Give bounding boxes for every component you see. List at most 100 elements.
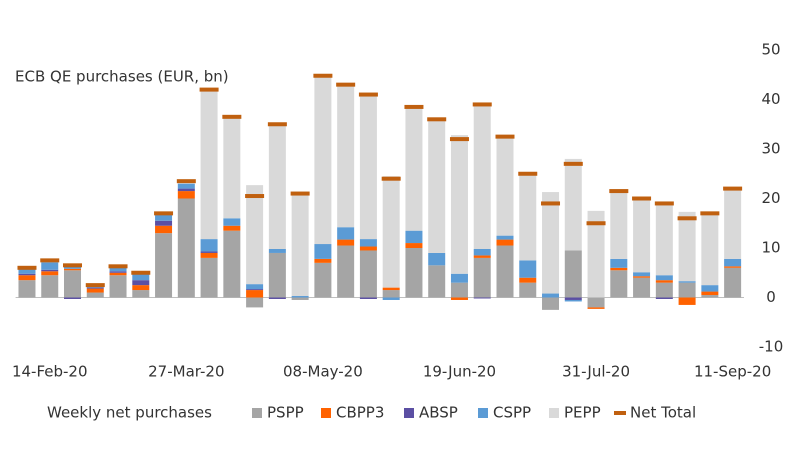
- bar-segment: [314, 75, 332, 245]
- bar-segment: [291, 297, 309, 300]
- bar-segment: [177, 198, 195, 298]
- bar-segment: [132, 285, 150, 291]
- net-total-marker: [40, 258, 60, 263]
- bar-segment: [450, 282, 468, 298]
- legend-swatch: [614, 411, 626, 415]
- bar-segment: [382, 290, 400, 298]
- bar-segment: [200, 239, 218, 252]
- bar-segment: [109, 266, 127, 272]
- bar-segment: [200, 90, 218, 240]
- bar-segment: [132, 290, 150, 298]
- x-tick-label: 31-Jul-20: [562, 363, 630, 381]
- bar-segment: [701, 295, 719, 298]
- net-total-marker: [290, 191, 310, 196]
- bar-segment: [542, 192, 560, 294]
- chart-title: ECB QE purchases (EUR, bn): [15, 68, 229, 86]
- bar-segment: [724, 266, 742, 268]
- bar-segment: [678, 281, 696, 283]
- bar-segment: [223, 225, 241, 231]
- bar-segment: [268, 122, 286, 249]
- bar-segment: [655, 282, 673, 298]
- bar-segment: [246, 284, 264, 290]
- bar-segment: [155, 220, 173, 226]
- net-total-marker: [723, 186, 743, 191]
- net-total-marker: [677, 216, 697, 221]
- bar-segment: [542, 297, 560, 310]
- bar-segment: [633, 272, 651, 277]
- bar-segment: [428, 265, 446, 298]
- bar-segment: [382, 297, 400, 300]
- bar-segment: [246, 297, 264, 308]
- bar-segment: [405, 243, 423, 248]
- net-total-marker: [654, 201, 674, 206]
- bar-segment: [41, 269, 59, 272]
- bar-segment: [223, 218, 241, 226]
- net-total-marker: [154, 211, 174, 216]
- net-total-marker: [358, 92, 378, 97]
- net-total-marker: [563, 161, 583, 166]
- bar-segment: [155, 233, 173, 298]
- bar-segment: [428, 119, 446, 253]
- net-total-marker: [381, 176, 401, 181]
- net-total-marker: [199, 87, 219, 92]
- bar-segment: [223, 230, 241, 298]
- bar-segment: [564, 299, 582, 302]
- bar-segment: [109, 271, 127, 273]
- net-total-marker: [63, 263, 83, 268]
- y-tick-label: 40: [761, 90, 780, 108]
- bar-segment: [405, 248, 423, 298]
- bar-segment: [542, 293, 560, 298]
- bar-segment: [64, 297, 82, 299]
- net-total-marker: [245, 194, 265, 199]
- bar-segment: [655, 275, 673, 281]
- bar-segment: [564, 158, 582, 251]
- bar-segment: [382, 287, 400, 291]
- bar-segment: [109, 272, 127, 276]
- net-total-marker: [632, 196, 652, 201]
- legend-label: CBPP3: [336, 404, 384, 422]
- bar-segment: [405, 106, 423, 231]
- bar-segment: [359, 246, 377, 251]
- bar-segment: [496, 239, 514, 246]
- bar-segment: [610, 267, 628, 271]
- bar-segment: [633, 277, 651, 298]
- net-total-marker: [609, 189, 629, 194]
- bar-segment: [18, 275, 36, 281]
- net-total-marker: [85, 283, 105, 288]
- bar-segment: [41, 275, 59, 298]
- net-total-marker: [586, 221, 606, 226]
- bar-segment: [268, 297, 286, 299]
- bar-segment: [291, 192, 309, 297]
- bar-segment: [473, 255, 491, 258]
- bar-segment: [246, 185, 264, 285]
- bar-segment: [268, 252, 286, 298]
- bar-segment: [450, 135, 468, 274]
- bar-segment: [246, 290, 264, 298]
- bar-segment: [519, 173, 537, 261]
- bar-segment: [18, 268, 36, 274]
- bar-segment: [314, 244, 332, 259]
- bar-segment: [41, 262, 59, 270]
- bar-segment: [382, 176, 400, 288]
- legend-label: PEPP: [564, 404, 601, 422]
- bar-segment: [41, 271, 59, 276]
- bar-segment: [359, 239, 377, 247]
- bar-segment: [633, 198, 651, 273]
- bar-segment: [587, 297, 605, 308]
- net-total-marker: [404, 104, 424, 109]
- bar-segment: [18, 280, 36, 298]
- bar-segment: [337, 245, 355, 298]
- bar-segment: [724, 267, 742, 298]
- net-total-marker: [495, 134, 515, 139]
- bar-segment: [337, 227, 355, 240]
- bar-segment: [587, 307, 605, 309]
- x-tick-label: 08-May-20: [283, 363, 363, 381]
- legend-label: ABSP: [419, 404, 458, 422]
- bar-segment: [655, 297, 673, 299]
- bar-segment: [18, 273, 36, 276]
- bar-segment: [473, 257, 491, 298]
- legend-title: Weekly net purchases: [47, 404, 212, 422]
- y-tick-label: 30: [761, 140, 780, 158]
- net-total-marker: [449, 137, 469, 142]
- bar-segment: [587, 210, 605, 298]
